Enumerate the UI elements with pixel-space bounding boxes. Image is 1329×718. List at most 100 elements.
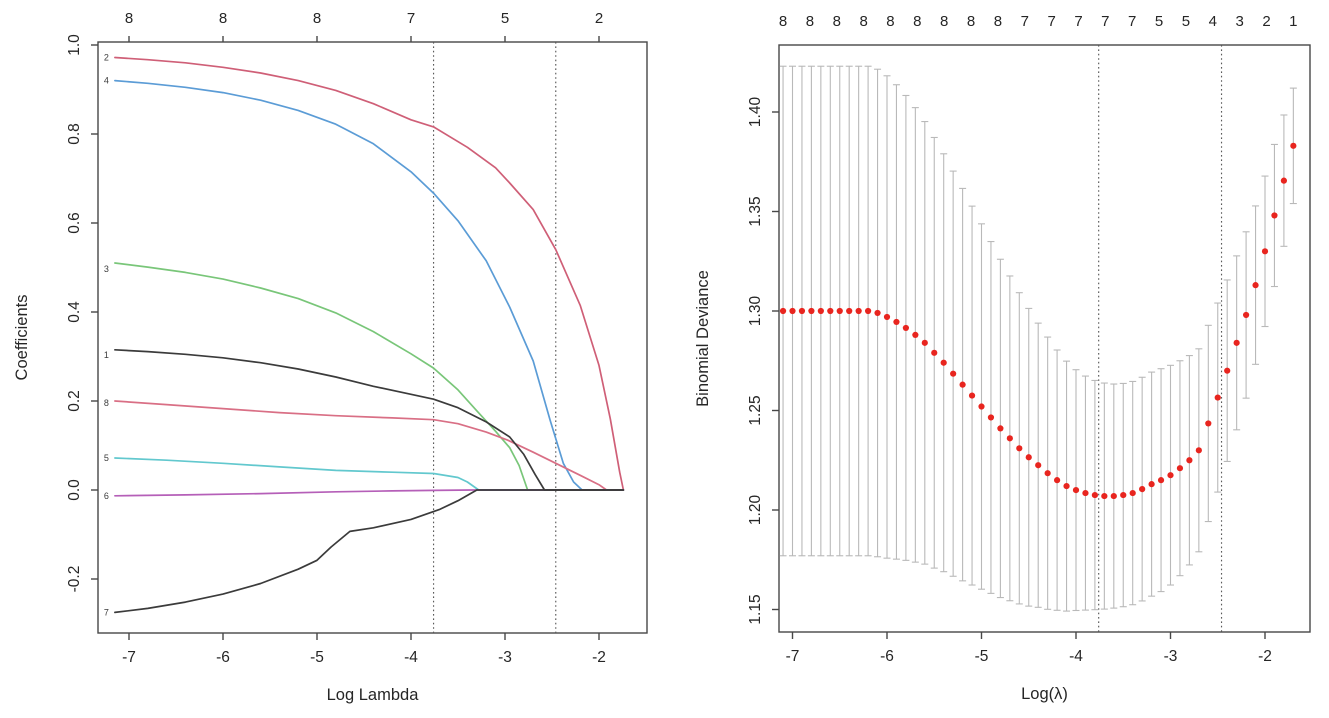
top-df-label: 7 <box>1101 13 1109 30</box>
cv-dot <box>1101 492 1108 500</box>
top-df-label: 7 <box>1021 13 1029 30</box>
cv-dot <box>817 307 824 315</box>
y-tick-label: 1.15 <box>747 594 764 624</box>
y-tick-label: 0.8 <box>66 123 83 145</box>
x-tick-label: -7 <box>122 649 136 666</box>
cv-dot <box>1243 311 1250 319</box>
coef-curve-3 <box>114 262 625 491</box>
coef-curve-8 <box>114 400 625 491</box>
error-bars <box>779 65 1297 612</box>
cv-dot <box>1082 489 1089 497</box>
cv-dot <box>1252 282 1259 289</box>
cv-dot <box>1016 445 1023 452</box>
coef-curve-1 <box>114 348 625 491</box>
cv-dot <box>1186 457 1193 464</box>
y-tick-label: 1.25 <box>747 395 764 425</box>
cv-dot <box>912 331 919 338</box>
curve-number-label: 5 <box>104 453 109 463</box>
cv-dot <box>1091 491 1098 499</box>
cv-dot <box>950 370 957 377</box>
cv-dot <box>1006 435 1013 442</box>
cv-dot <box>1176 465 1184 472</box>
top-df-label: 2 <box>595 10 603 27</box>
cv-dot <box>959 381 966 388</box>
y-tick-label: 1.20 <box>747 495 764 526</box>
cv-dot <box>1261 248 1269 255</box>
cv-dot <box>789 307 796 315</box>
y-tick-label: 0.6 <box>66 212 83 234</box>
curve-number-label: 4 <box>104 76 109 86</box>
top-df-label: 5 <box>1182 13 1190 30</box>
x-tick-label: -3 <box>498 649 512 666</box>
x-tick-label: -4 <box>404 649 418 666</box>
curve-number-label: 3 <box>104 264 109 274</box>
cv-mean-points <box>779 142 1297 500</box>
top-df-label: 8 <box>913 13 921 30</box>
coef-curve-7 <box>114 489 625 614</box>
top-df-label: 8 <box>994 13 1002 30</box>
y-tick-label: 1.40 <box>747 97 764 128</box>
curve-number-label: 7 <box>104 607 109 617</box>
top-df-label: 8 <box>967 13 975 30</box>
cv-dot <box>978 403 985 410</box>
cv-dot <box>874 309 881 317</box>
x-tick-label: -4 <box>1069 648 1083 665</box>
cv-dot <box>997 425 1004 432</box>
cv-dot <box>1205 420 1212 427</box>
top-df-label: 1 <box>1289 13 1297 30</box>
coef-curve-6 <box>114 489 625 497</box>
cv-dot <box>1063 483 1070 490</box>
cv-dot <box>855 307 862 315</box>
cv-dot <box>1129 489 1136 497</box>
cv-dot <box>883 313 891 321</box>
top-df-label: 8 <box>313 10 321 27</box>
curve-number-label: 1 <box>104 350 109 360</box>
y-tick-label: 1.0 <box>66 34 83 56</box>
cv-dot <box>1035 462 1042 469</box>
top-df-label: 7 <box>1128 13 1136 30</box>
coef-curve-5 <box>114 457 625 491</box>
coef-curve-4 <box>114 79 625 491</box>
y-tick-label: 1.30 <box>747 296 764 327</box>
x-tick-label: -7 <box>786 648 800 665</box>
top-df-label: 8 <box>940 13 948 30</box>
x-axis-title: Log(λ) <box>1021 685 1068 703</box>
cv-dot <box>940 359 947 366</box>
cv-dot <box>1214 394 1221 401</box>
cv-dot <box>865 307 872 315</box>
top-df-label: 8 <box>779 13 787 30</box>
cv-dot <box>1148 481 1155 488</box>
curve-number-label: 2 <box>104 52 109 62</box>
x-tick-label: -6 <box>880 648 894 665</box>
cv-dot <box>836 307 843 315</box>
cv-dot <box>1271 212 1278 219</box>
cv-dot <box>1139 486 1146 493</box>
top-df-label: 8 <box>859 13 867 30</box>
x-tick-label: -5 <box>975 648 989 665</box>
cv-dot <box>1167 472 1174 479</box>
y-axis-title: Binomial Deviance <box>694 270 712 407</box>
top-df-label: 4 <box>1209 13 1217 30</box>
cv-dot <box>902 324 910 332</box>
top-df-label: 2 <box>1262 13 1270 30</box>
y-tick-label: 0.0 <box>66 479 83 501</box>
top-df-label: 3 <box>1235 13 1243 30</box>
cv-dot <box>968 392 976 399</box>
coefficient-path-panel: -7 -6 -5 -4 -3 -2 1.0 0.8 0.6 0.4 0.2 0.0 -0.2 Log La… <box>13 10 648 704</box>
cv-dot <box>1195 447 1202 454</box>
cv-dot <box>1224 367 1231 374</box>
x-tick-label: -6 <box>216 649 230 666</box>
y-tick-label: 1.35 <box>747 196 764 226</box>
x-tick-label: -2 <box>592 649 606 666</box>
coef-curve-2 <box>114 56 625 491</box>
cv-dot <box>1054 477 1061 484</box>
cv-dot <box>1120 491 1127 499</box>
cv-dot <box>1025 454 1032 461</box>
y-axis-title: Coefficients <box>13 295 31 381</box>
y-tick-label: 0.4 <box>66 301 83 323</box>
curve-number-label: 8 <box>104 398 109 408</box>
top-df-label: 5 <box>1155 13 1163 30</box>
cv-dot <box>1280 177 1287 184</box>
plot-border <box>778 44 1311 633</box>
